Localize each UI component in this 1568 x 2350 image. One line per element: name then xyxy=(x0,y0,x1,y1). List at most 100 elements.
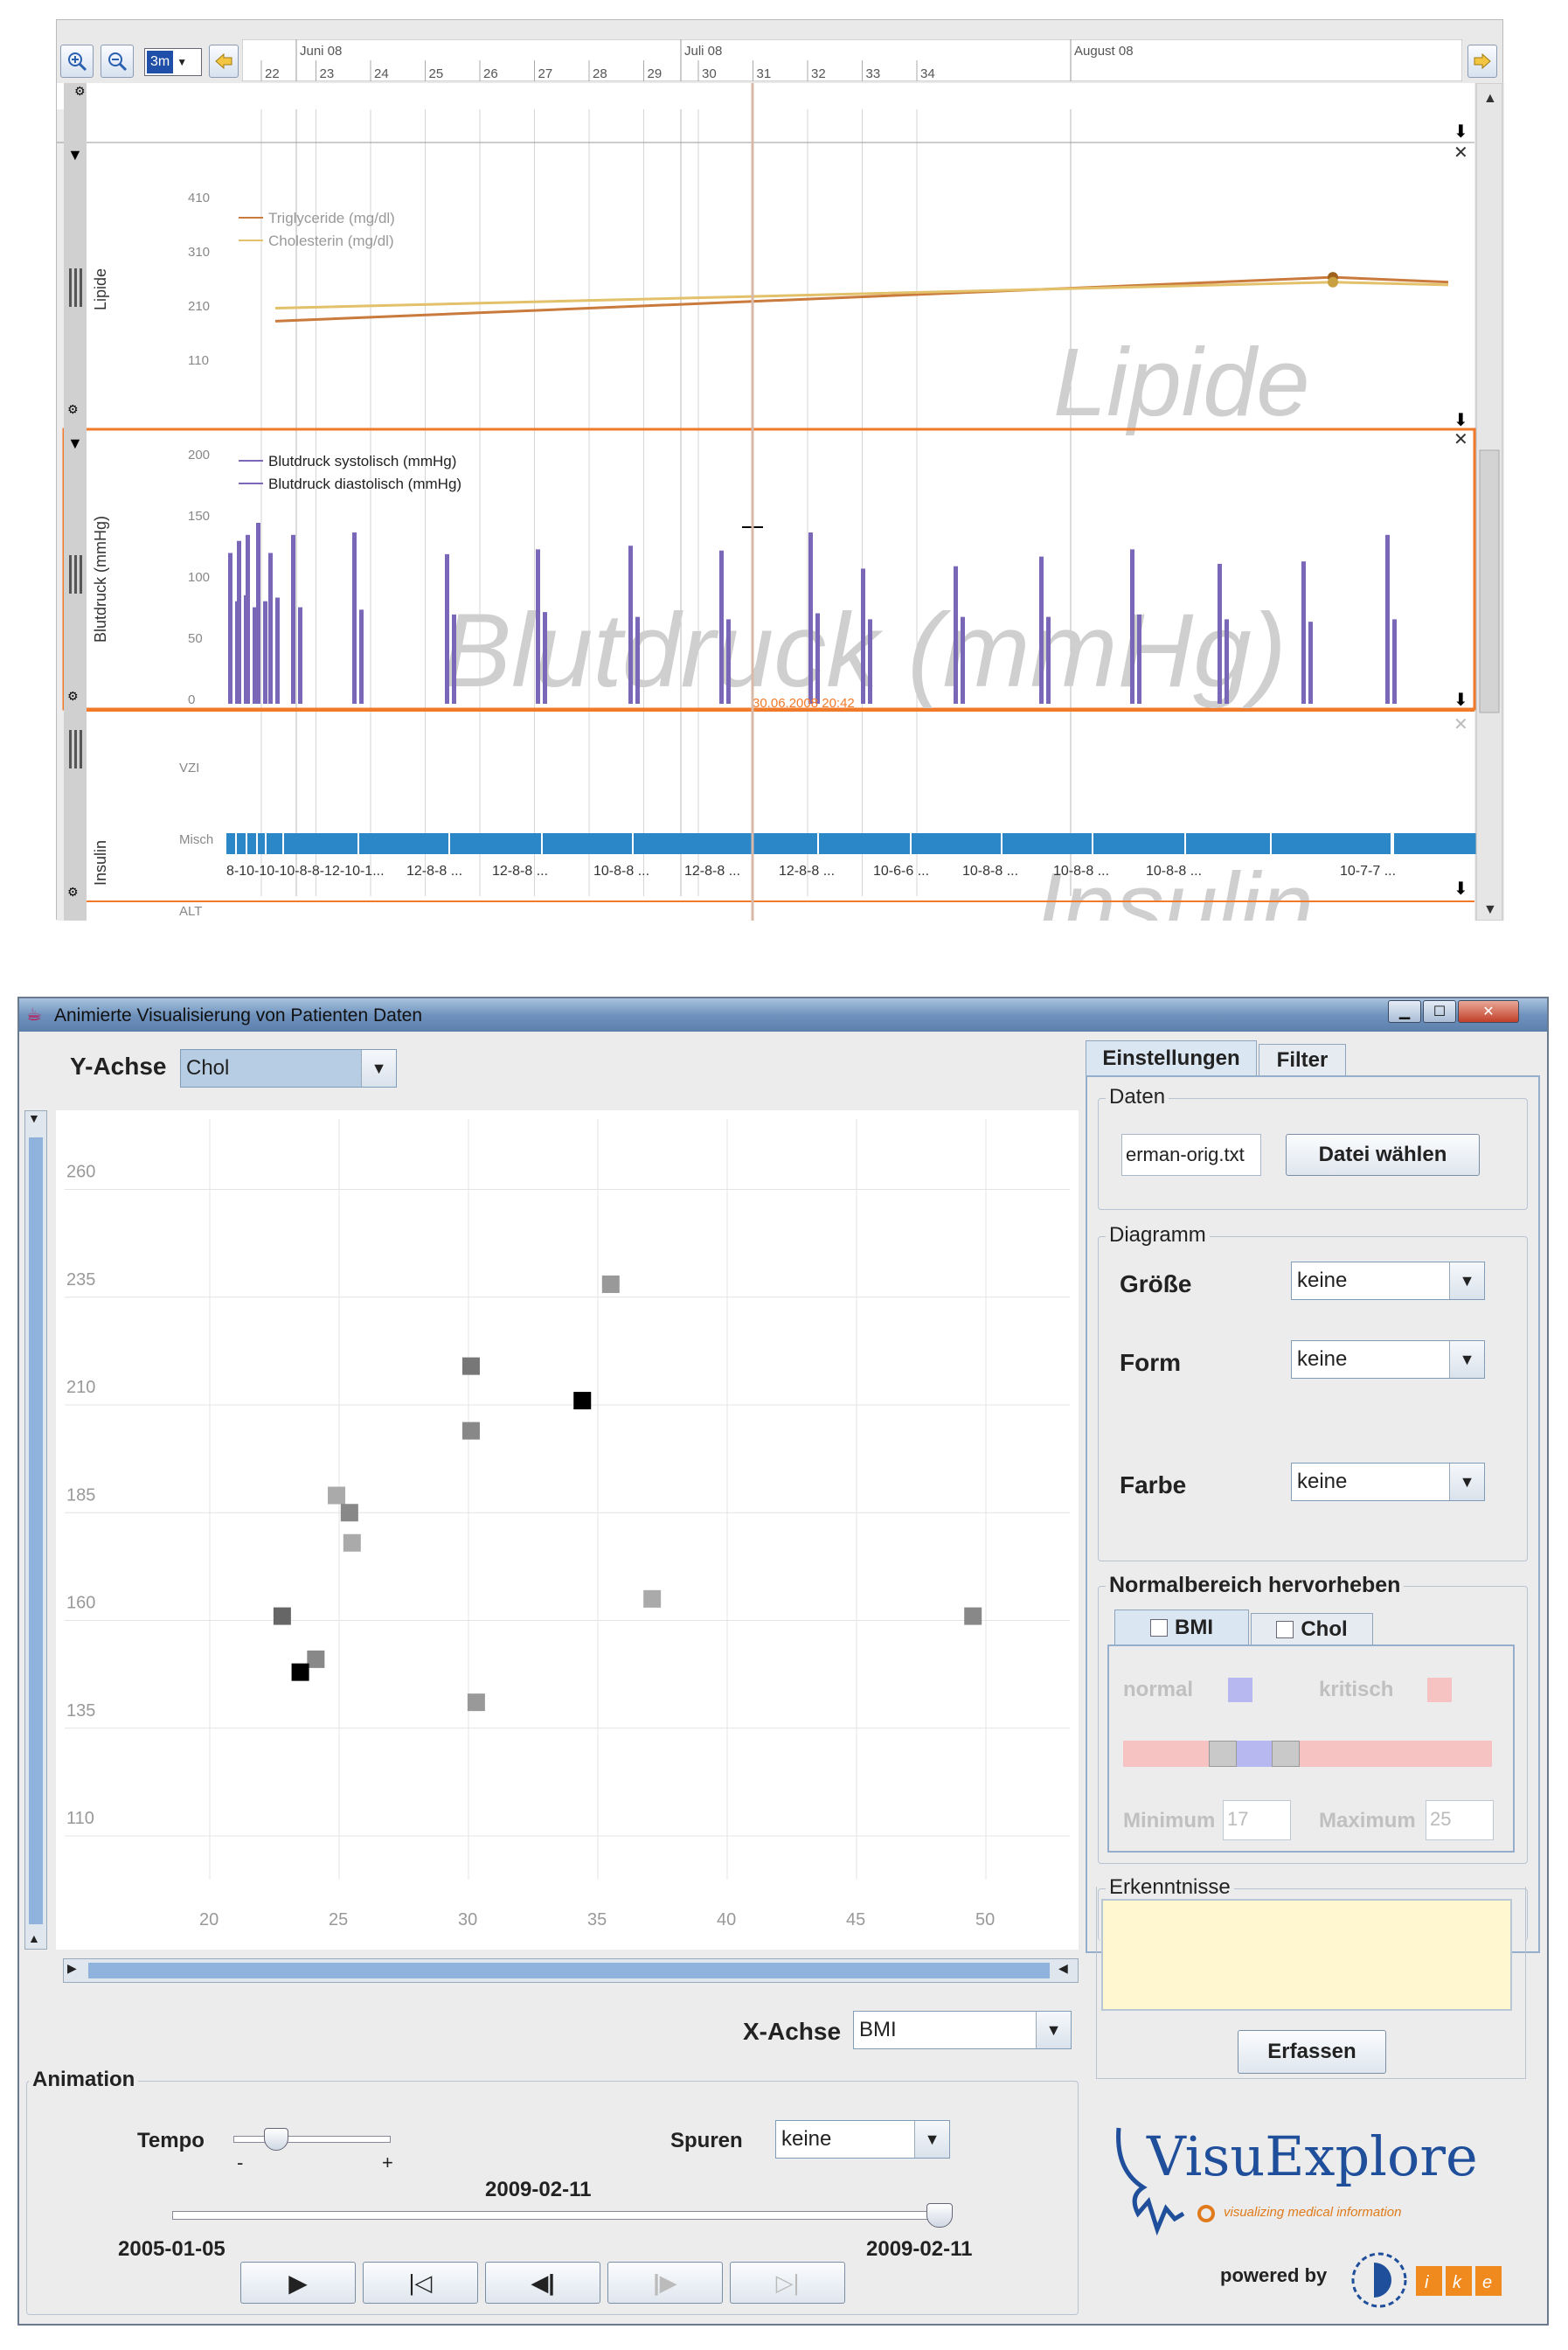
systolic-bar[interactable] xyxy=(536,549,540,704)
kritisch-color-swatch[interactable] xyxy=(1427,1678,1452,1702)
systolic-bar[interactable] xyxy=(256,523,260,704)
vertical-slider[interactable]: ▼ ▲ xyxy=(24,1110,47,1950)
close-blutdruck-icon[interactable]: ✕ xyxy=(1454,430,1468,449)
farbe-select[interactable]: keine ▼ xyxy=(1291,1463,1485,1501)
range-select[interactable]: 3m ▼ xyxy=(144,48,202,76)
diastolic-bar[interactable] xyxy=(1392,619,1397,704)
horizontal-slider[interactable]: ▶ ◀ xyxy=(63,1958,1079,1983)
scatter-point[interactable] xyxy=(461,1422,480,1440)
systolic-bar[interactable] xyxy=(719,550,724,704)
scatter-point[interactable] xyxy=(307,1650,325,1668)
erkenntnisse-textarea[interactable] xyxy=(1101,1899,1512,2011)
insulin-dose-bar[interactable] xyxy=(247,833,256,854)
erfassen-button[interactable]: Erfassen xyxy=(1238,2030,1386,2074)
systolic-bar[interactable] xyxy=(352,532,357,704)
diastolic-bar[interactable] xyxy=(359,609,364,704)
cholesterin-point[interactable] xyxy=(1328,276,1338,288)
minimum-field[interactable]: 17 xyxy=(1223,1800,1291,1840)
diastolic-bar[interactable] xyxy=(961,616,965,704)
insulin-dose-bar[interactable] xyxy=(543,833,632,854)
scatter-point[interactable] xyxy=(340,1504,358,1522)
systolic-bar[interactable] xyxy=(228,553,232,705)
collapse-lipide-icon[interactable]: ▼ xyxy=(67,146,83,163)
systolic-bar[interactable] xyxy=(861,568,865,704)
x-axis-select[interactable]: BMI ▼ xyxy=(853,2011,1072,2049)
download-icon[interactable]: ⬇ xyxy=(1454,880,1468,899)
diastolic-bar[interactable] xyxy=(726,619,731,704)
insulin-dose-bar[interactable] xyxy=(1093,833,1184,854)
insulin-dose-bar[interactable] xyxy=(819,833,910,854)
y-axis-select[interactable]: Chol ▼ xyxy=(180,1049,397,1088)
chol-checkbox[interactable] xyxy=(1276,1620,1294,1638)
step-forward-button[interactable]: |▶ xyxy=(607,2262,723,2304)
play-button[interactable]: ▶ xyxy=(240,2262,356,2304)
normal-range-slider[interactable] xyxy=(1123,1741,1492,1767)
step-back-button[interactable]: ◀| xyxy=(485,2262,600,2304)
systolic-bar[interactable] xyxy=(1301,561,1306,704)
maximize-button[interactable]: ☐ xyxy=(1423,1000,1456,1023)
spuren-select[interactable]: keine ▼ xyxy=(775,2120,950,2159)
systolic-bar[interactable] xyxy=(628,546,633,704)
diastolic-bar[interactable] xyxy=(275,597,280,704)
diastolic-bar[interactable] xyxy=(815,613,820,705)
systolic-bar[interactable] xyxy=(268,553,273,705)
tempo-slider[interactable] xyxy=(233,2128,391,2151)
close-insulin-icon[interactable]: ✕ xyxy=(1454,715,1468,734)
systolic-bar[interactable] xyxy=(808,532,813,704)
scroll-right-button[interactable] xyxy=(1467,45,1497,78)
insulin-dose-bar[interactable] xyxy=(226,833,235,854)
close-button[interactable]: ✕ xyxy=(1458,1000,1519,1023)
diastolic-bar[interactable] xyxy=(298,607,302,704)
maximum-field[interactable]: 25 xyxy=(1426,1800,1494,1840)
diastolic-bar[interactable] xyxy=(452,614,456,704)
systolic-bar[interactable] xyxy=(246,534,250,704)
systolic-bar[interactable] xyxy=(1039,556,1044,704)
minimize-button[interactable]: ▁ xyxy=(1388,1000,1421,1023)
scatter-point[interactable] xyxy=(964,1607,982,1625)
systolic-bar[interactable] xyxy=(291,534,295,704)
insulin-dose-bar[interactable] xyxy=(912,833,1001,854)
tab-filter[interactable]: Filter xyxy=(1259,1044,1346,1075)
insulin-dose-bar[interactable] xyxy=(1003,833,1092,854)
diastolic-bar[interactable] xyxy=(253,607,257,704)
skip-to-start-button[interactable]: |◁ xyxy=(363,2262,478,2304)
diastolic-bar[interactable] xyxy=(1137,614,1141,704)
insulin-dose-bar[interactable] xyxy=(258,833,265,854)
normal-color-swatch[interactable] xyxy=(1228,1678,1252,1702)
tab-chol[interactable]: Chol xyxy=(1251,1613,1373,1644)
bmi-checkbox[interactable] xyxy=(1150,1618,1168,1637)
diastolic-bar[interactable] xyxy=(543,612,547,704)
scatter-point[interactable] xyxy=(643,1589,662,1608)
insulin-dose-bar[interactable] xyxy=(359,833,448,854)
insulin-dose-bar[interactable] xyxy=(634,833,725,854)
insulin-dose-bar[interactable] xyxy=(284,833,357,854)
scatter-point[interactable] xyxy=(273,1607,291,1625)
insulin-dose-bar[interactable] xyxy=(450,833,541,854)
close-lipide-icon[interactable]: ✕ xyxy=(1454,143,1468,163)
diastolic-bar[interactable] xyxy=(1225,619,1229,704)
tab-einstellungen[interactable]: Einstellungen xyxy=(1086,1040,1257,1075)
scatter-point[interactable] xyxy=(573,1392,592,1410)
diastolic-bar[interactable] xyxy=(868,619,872,704)
scatter-point[interactable] xyxy=(461,1357,480,1375)
diastolic-bar[interactable] xyxy=(635,616,640,704)
download-icon[interactable]: ⬇ xyxy=(1454,411,1468,430)
insulin-dose-bar[interactable] xyxy=(725,833,817,854)
scatter-point[interactable] xyxy=(291,1663,309,1681)
scatter-point[interactable] xyxy=(601,1275,620,1293)
systolic-bar[interactable] xyxy=(1218,563,1222,704)
scatter-point[interactable] xyxy=(467,1693,485,1712)
diastolic-bar[interactable] xyxy=(1046,616,1051,704)
zoom-out-button[interactable] xyxy=(101,45,134,78)
choose-file-button[interactable]: Datei wählen xyxy=(1286,1134,1480,1176)
skip-to-end-button[interactable]: ▷| xyxy=(730,2262,845,2304)
systolic-bar[interactable] xyxy=(445,553,449,704)
scroll-left-button[interactable] xyxy=(209,45,239,78)
zoom-in-button[interactable] xyxy=(60,45,94,78)
systolic-bar[interactable] xyxy=(1385,534,1390,704)
diastolic-bar[interactable] xyxy=(263,601,267,704)
systolic-bar[interactable] xyxy=(954,566,958,704)
scatter-point[interactable] xyxy=(328,1486,346,1505)
systolic-bar[interactable] xyxy=(1130,549,1134,704)
scatter-point[interactable] xyxy=(343,1533,361,1552)
